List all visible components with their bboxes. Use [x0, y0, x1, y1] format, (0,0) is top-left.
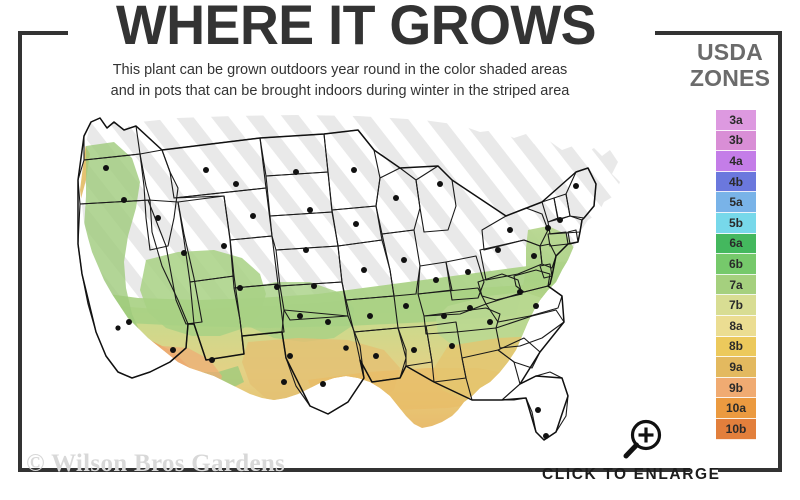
frame-border-right	[778, 31, 782, 472]
zone-swatch: 5b	[716, 212, 756, 234]
legend-title-line-1: USDA	[697, 39, 763, 65]
subtitle-line-2: and in pots that can be brought indoors …	[110, 83, 570, 100]
usda-hardiness-map[interactable]	[28, 110, 668, 450]
zone-swatch: 9a	[716, 357, 756, 378]
page-title: WHERE IT GROWS	[115, 0, 597, 56]
subtitle-line-1: This plant can be grown outdoors year ro…	[112, 62, 568, 78]
frame-border-bottom	[18, 468, 690, 472]
us-outline	[77, 117, 597, 441]
zone-swatch: 7b	[716, 295, 756, 316]
zone-swatch: 6b	[716, 254, 756, 275]
click-to-enlarge-label[interactable]: CLICK TO ENLARGE	[542, 466, 721, 483]
zone-swatch: 8b	[716, 336, 756, 358]
map-color-bands	[80, 115, 620, 428]
zone-swatch: 10a	[716, 398, 756, 419]
watermark: © Wilson Bros Gardens	[26, 450, 286, 477]
zone-swatch: 3b	[716, 130, 756, 152]
zone-swatch: 4b	[716, 171, 756, 193]
zone-swatch: 10b	[716, 418, 756, 440]
zone-swatch: 8a	[716, 315, 756, 337]
magnifier-plus-icon[interactable]	[619, 418, 665, 462]
frame-border-top-right	[655, 31, 782, 35]
zone-swatch: 6a	[716, 233, 756, 255]
zone-swatch: 9b	[716, 377, 756, 399]
frame-border-bottom-right	[718, 468, 782, 472]
city-dots	[103, 165, 579, 439]
zone-swatch: 7a	[716, 274, 756, 296]
usda-zone-legend: 3a 3b 4a 4b 5a 5b 6a 6b 7a 7b 8a 8b 9a 9b 10a 10b	[716, 110, 756, 440]
legend-title-line-2: ZONES	[689, 64, 771, 91]
zone-swatch: 5a	[716, 192, 756, 213]
subtitle: This plant can be grown outdoors year ro…	[40, 60, 640, 102]
frame-border-left	[18, 31, 22, 472]
zone-swatch: 3a	[716, 110, 756, 131]
frame-border-top-left	[18, 31, 68, 35]
legend-title: USDA ZONES	[668, 39, 792, 92]
zone-swatch: 4a	[716, 151, 756, 172]
